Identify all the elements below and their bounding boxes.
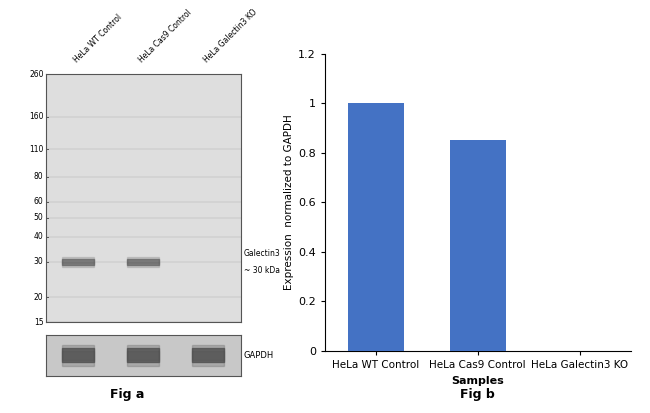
Bar <box>62 262 94 267</box>
Text: Galectin3: Galectin3 <box>244 249 281 258</box>
Bar <box>348 103 404 351</box>
Bar <box>192 348 224 363</box>
Text: 110: 110 <box>29 145 44 154</box>
Bar <box>127 345 159 359</box>
Bar <box>127 259 159 265</box>
Text: 30: 30 <box>34 257 44 266</box>
Text: 60: 60 <box>34 197 44 206</box>
Bar <box>192 345 224 359</box>
Text: 80: 80 <box>34 172 44 181</box>
Text: Fig b: Fig b <box>460 388 495 401</box>
Bar <box>62 348 94 363</box>
Bar <box>127 351 159 366</box>
Text: HeLa Cas9 Control: HeLa Cas9 Control <box>136 8 193 64</box>
Text: 40: 40 <box>34 233 44 242</box>
Bar <box>450 140 506 351</box>
Text: ~ 30 kDa: ~ 30 kDa <box>244 266 280 275</box>
Text: Fig a: Fig a <box>110 388 144 401</box>
Text: 20: 20 <box>34 293 44 301</box>
Y-axis label: Expression  normalized to GAPDH: Expression normalized to GAPDH <box>284 114 294 290</box>
Text: HeLa WT Control: HeLa WT Control <box>72 13 124 64</box>
Bar <box>62 257 94 263</box>
Bar <box>62 351 94 366</box>
Text: HeLa Galectin3 KO: HeLa Galectin3 KO <box>202 7 259 64</box>
Bar <box>127 257 159 263</box>
Text: 260: 260 <box>29 70 44 79</box>
Text: GAPDH: GAPDH <box>244 351 274 360</box>
Text: 15: 15 <box>34 318 44 327</box>
Bar <box>127 348 159 363</box>
Bar <box>62 345 94 359</box>
Bar <box>192 351 224 366</box>
Bar <box>127 262 159 267</box>
Bar <box>62 259 94 265</box>
Text: 160: 160 <box>29 112 44 121</box>
Text: 50: 50 <box>34 213 44 222</box>
X-axis label: Samples: Samples <box>451 376 504 386</box>
